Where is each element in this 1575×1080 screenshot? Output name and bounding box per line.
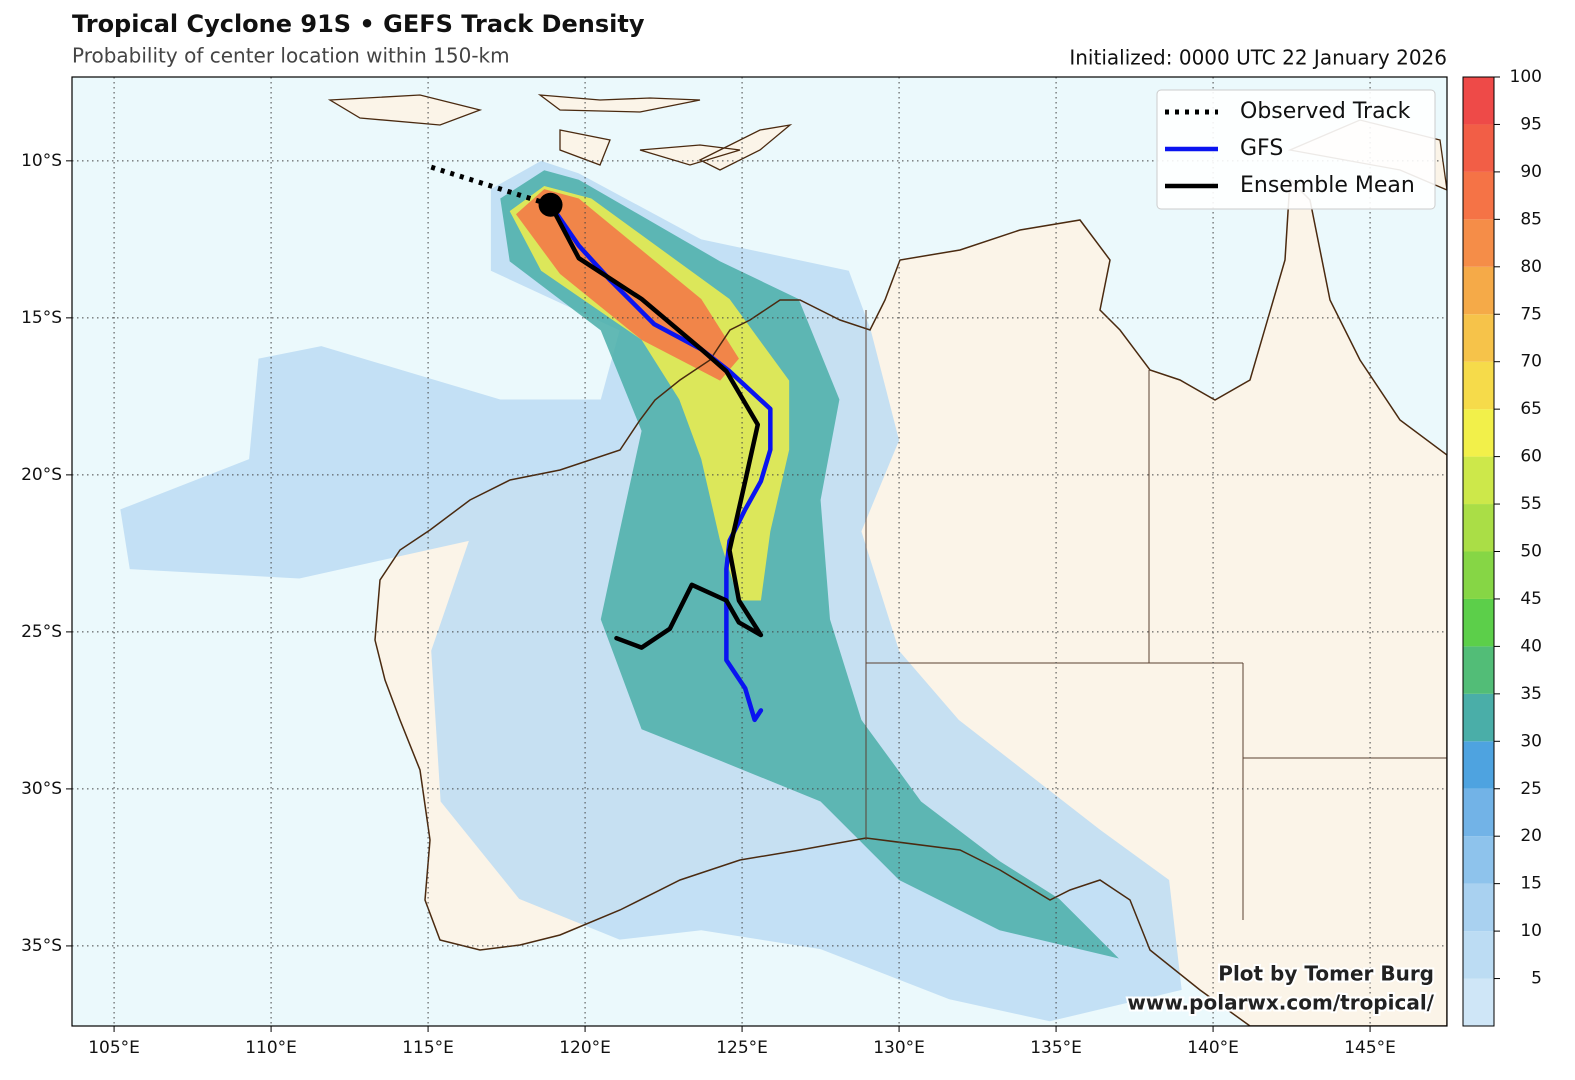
colorbar-tick-label: 70	[1520, 352, 1542, 372]
legend-label: Observed Track	[1240, 99, 1411, 124]
colorbar-tick-label: 55	[1520, 494, 1542, 514]
chart-title: Tropical Cyclone 91S • GEFS Track Densit…	[72, 10, 645, 38]
x-tick-label: 140°E	[1187, 1038, 1239, 1058]
islands	[330, 95, 1447, 190]
colorbar-tick-label: 90	[1520, 162, 1542, 182]
colorbar-tick-label: 50	[1520, 542, 1542, 562]
plot-frame	[71, 76, 1448, 1027]
legend-label: Ensemble Mean	[1240, 173, 1415, 198]
legend-label: GFS	[1240, 136, 1283, 161]
colorbar-band	[1463, 788, 1494, 837]
colorbar-band	[1463, 504, 1494, 552]
x-tick-label: 135°E	[1030, 1038, 1082, 1058]
colorbar-band	[1463, 219, 1494, 267]
colorbar-band	[1463, 978, 1494, 1026]
colorbar-tick-label: 5	[1531, 969, 1542, 989]
legend	[1156, 89, 1436, 210]
borders	[327, 94, 1447, 1026]
x-tick-label: 125°E	[716, 1038, 768, 1058]
colorbar-band	[1463, 741, 1494, 789]
x-tick-label: 115°E	[402, 1038, 454, 1058]
track	[548, 202, 773, 723]
y-tick-label: 25°S	[21, 622, 62, 642]
density-contour	[500, 170, 1119, 959]
colorbar-tick-label: 45	[1520, 589, 1542, 609]
legend-entries: Observed Track GFS Ensemble Mean	[1165, 99, 1415, 198]
colorbar-tick-label: 85	[1520, 209, 1542, 229]
colorbar-band	[1463, 598, 1494, 647]
colorbar: 5 10 15 20 25 30 35 40 45 50 55 60 65 70 75 80 85 90 95 100	[1462, 67, 1542, 1027]
chart-subtitle: Probability of center location within 15…	[72, 44, 510, 68]
colorbar-band	[1463, 693, 1494, 742]
colorbar-band	[1463, 646, 1494, 694]
colorbar-band	[1463, 456, 1494, 505]
x-tick-label: 120°E	[559, 1038, 611, 1058]
y-tick-label: 35°S	[21, 936, 62, 956]
colorbar-tick-label: 20	[1520, 826, 1542, 846]
y-tick-label: 20°S	[21, 465, 62, 485]
colorbar-tick-label: 75	[1520, 304, 1542, 324]
colorbar-band	[1463, 836, 1494, 884]
colorbar-tick-label: 10	[1520, 921, 1542, 941]
colorbar-tick-label: 100	[1510, 67, 1542, 87]
y-tick-label: 10°S	[21, 151, 62, 171]
track	[548, 202, 764, 650]
colorbar-tick-label: 60	[1520, 447, 1542, 467]
colorbar-tick-label: 95	[1520, 114, 1542, 134]
colorbar-band	[1463, 551, 1494, 599]
state-borders	[865, 310, 1447, 920]
colorbar-tick-label: 40	[1520, 636, 1542, 656]
colorbar-band	[1463, 314, 1494, 362]
land	[330, 95, 1447, 1026]
credit-url: www.polarwx.com/tropical/	[1127, 991, 1434, 1015]
y-tick-label: 15°S	[21, 308, 62, 328]
x-tick-label: 130°E	[873, 1038, 925, 1058]
credit: Plot by Tomer Burg	[1218, 962, 1434, 986]
colorbar-band	[1463, 266, 1494, 315]
x-tick-label: 105°E	[88, 1038, 140, 1058]
colorbar-band	[1463, 171, 1494, 220]
tracks	[430, 164, 773, 723]
colorbar-band	[1463, 883, 1494, 932]
colorbar-band	[1463, 931, 1494, 979]
colorbar-tick-label: 35	[1520, 684, 1542, 704]
colorbar-band	[1463, 409, 1494, 457]
island-coast	[327, 94, 1447, 191]
x-tick-label: 145°E	[1344, 1038, 1396, 1058]
colorbar-band	[1463, 77, 1494, 125]
colorbar-tick-label: 15	[1520, 874, 1542, 894]
colorbar-tick-label: 80	[1520, 257, 1542, 277]
colorbar-tick-label: 65	[1520, 399, 1542, 419]
colorbar-tick-label: 25	[1520, 779, 1542, 799]
track	[430, 164, 552, 208]
colorbar-tick-label: 30	[1520, 731, 1542, 751]
current-position	[538, 192, 563, 217]
colorbar-band	[1463, 124, 1494, 172]
y-tick-label: 30°S	[21, 779, 62, 799]
init-time: Initialized: 0000 UTC 22 January 2026	[1069, 46, 1447, 70]
colorbar-band	[1463, 361, 1494, 410]
x-tick-label: 110°E	[245, 1038, 297, 1058]
